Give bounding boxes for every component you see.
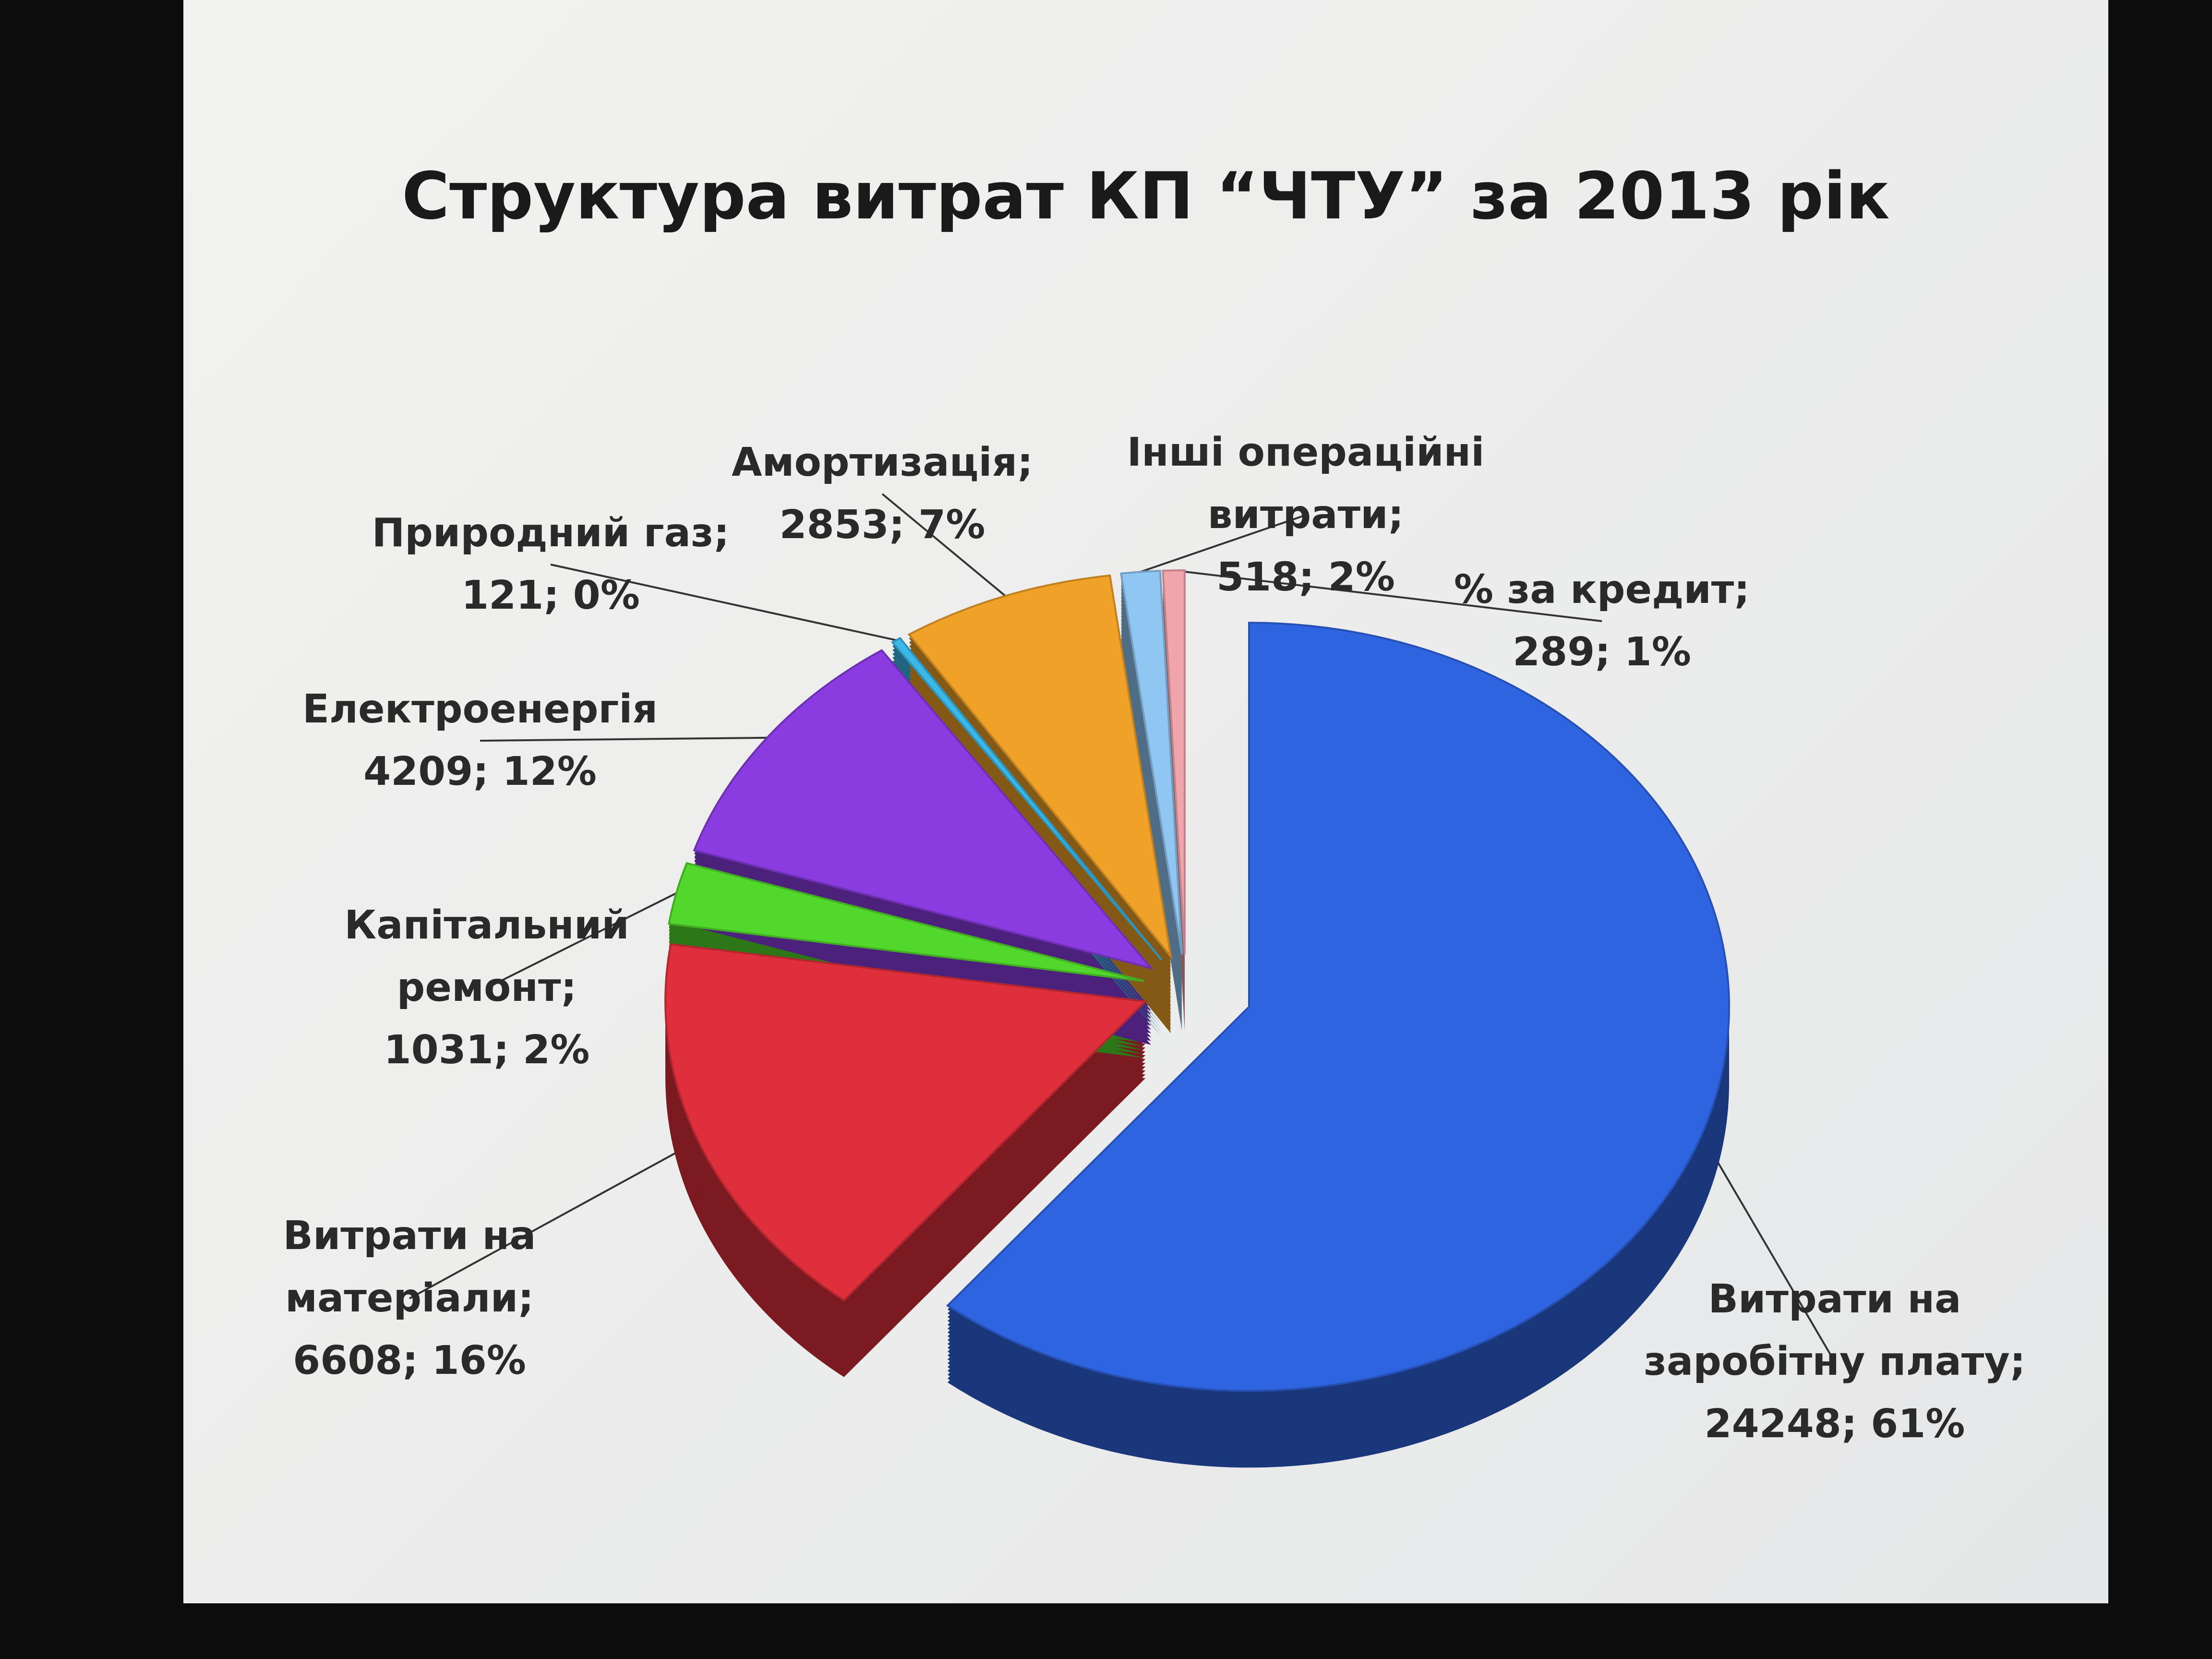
- data-label: Витрати на матеріали; 6608; 16%: [193, 1205, 625, 1392]
- leader-line: [409, 1140, 699, 1299]
- category-label: Електроенергія: [302, 686, 658, 732]
- slice-side: [1121, 582, 1182, 966]
- slice-side: [1121, 613, 1182, 997]
- slice-side: [1121, 590, 1182, 974]
- value-label: 6608; 16%: [293, 1338, 526, 1383]
- slice-top: [907, 574, 1173, 960]
- slice-side: [1121, 605, 1182, 989]
- slice-tops: [664, 569, 1730, 1392]
- category-label: Витрати на заробітну плату;: [1644, 1276, 2026, 1384]
- category-label: Витрати на матеріали;: [283, 1213, 536, 1321]
- slice-side: [1121, 601, 1182, 986]
- slice-top: [890, 637, 1163, 961]
- data-label: Амортизація; 2853; 7%: [666, 432, 1098, 556]
- leader-line: [550, 564, 897, 641]
- data-label: Природний газ; 121; 0%: [335, 502, 767, 627]
- value-label: 24248; 61%: [1704, 1401, 1965, 1447]
- slice-top: [946, 622, 1730, 1392]
- category-label: % за кредит;: [1454, 567, 1750, 613]
- value-label: 518; 2%: [1216, 554, 1395, 600]
- chart-title: Структура витрат КП “ЧТУ” за 2013 рік: [402, 158, 1890, 234]
- slice-side: [1121, 598, 1182, 982]
- slice-side: [1121, 632, 1182, 1016]
- category-label: Інші операційні витрати;: [1127, 430, 1485, 538]
- slice-top: [1162, 569, 1186, 955]
- slice-side: [1121, 617, 1182, 1001]
- slice-side: [1121, 609, 1182, 993]
- value-label: 1031; 2%: [384, 1027, 590, 1073]
- slice-side: [1121, 594, 1182, 978]
- leader-line: [1701, 1134, 1836, 1363]
- slice-top: [664, 943, 1148, 1302]
- slice-side: [1121, 586, 1182, 970]
- slice-top: [693, 649, 1154, 970]
- leader-line: [480, 736, 767, 742]
- category-label: Капітальний ремонт;: [344, 902, 629, 1010]
- data-label: Електроенергія 4209; 12%: [264, 678, 696, 803]
- leader-line: [486, 892, 677, 989]
- value-label: 121; 0%: [461, 573, 640, 618]
- data-label: % за кредит; 289; 1%: [1386, 559, 1818, 684]
- slice-side: [1121, 636, 1182, 1020]
- slice-top: [1120, 570, 1183, 955]
- leader-line: [1173, 569, 1602, 622]
- slice-top: [668, 862, 1144, 982]
- slice-side: [1121, 625, 1182, 1009]
- value-label: 2853; 7%: [779, 502, 986, 548]
- leader-line: [1140, 514, 1306, 573]
- data-label: Капітальний ремонт; 1031; 2%: [271, 894, 703, 1082]
- slice-side: [1121, 628, 1182, 1012]
- leaders: [409, 493, 1836, 1363]
- slice-side: [1121, 621, 1182, 1005]
- leader-line: [881, 493, 1006, 597]
- data-label: Витрати на заробітну плату; 24248; 61%: [1619, 1268, 2051, 1455]
- value-label: 289; 1%: [1513, 629, 1691, 675]
- category-label: Природний газ;: [372, 510, 730, 556]
- value-label: 4209; 12%: [363, 749, 597, 794]
- data-label: Інші операційні витрати; 518; 2%: [1090, 421, 1522, 609]
- category-label: Амортизація;: [732, 440, 1033, 485]
